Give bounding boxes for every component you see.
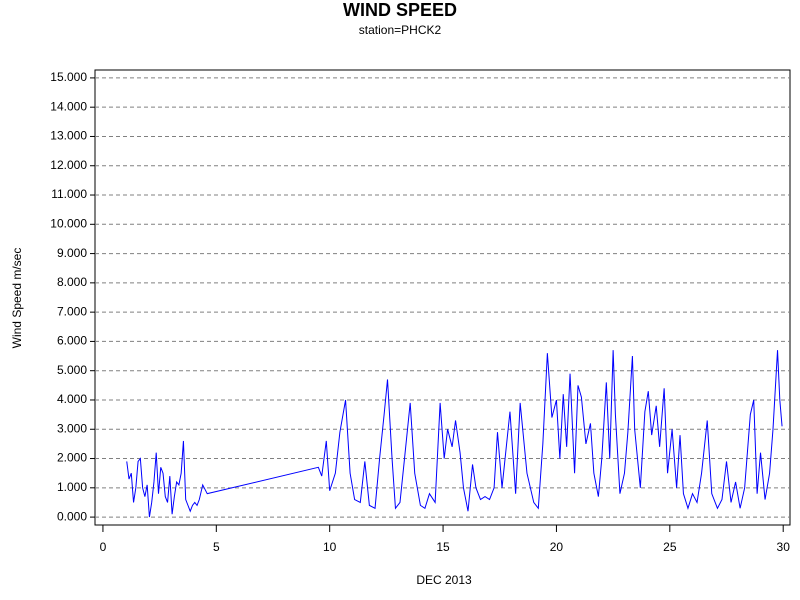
y-tick-label: 3.000 [57, 421, 87, 435]
y-tick-label: 10.000 [50, 216, 87, 230]
y-tick-label: 12.000 [50, 158, 87, 172]
y-tick-label: 8.000 [57, 275, 87, 289]
data-line [126, 350, 783, 518]
plot-frame [94, 69, 791, 526]
y-tick-label: 14.000 [50, 99, 87, 113]
x-tick-label: 0 [100, 540, 107, 554]
y-tick-label: 11.000 [51, 187, 87, 201]
y-axis-label: Wind Speed m/sec [10, 248, 24, 349]
y-tick-label: 2.000 [57, 451, 87, 465]
y-tick-label: 15.000 [50, 70, 87, 84]
x-tick-label: 20 [550, 540, 564, 554]
y-tick-label: 1.000 [57, 480, 87, 494]
y-tick-label: 6.000 [57, 334, 87, 348]
x-axis-label: DEC 2013 [416, 573, 472, 587]
y-tick-label: 7.000 [57, 304, 87, 318]
x-tick-label: 5 [213, 540, 220, 554]
chart-subtitle: station=PHCK2 [359, 23, 442, 37]
x-tick-label: 10 [323, 540, 337, 554]
y-tick-label: 5.000 [57, 363, 87, 377]
y-tick-label: 4.000 [57, 392, 87, 406]
y-tick-label: 13.000 [50, 129, 87, 143]
x-tick-label: 30 [777, 540, 791, 554]
y-tick-label: 9.000 [57, 246, 87, 260]
x-tick-label: 15 [436, 540, 450, 554]
y-tick-label: 0.000 [57, 509, 87, 523]
x-tick-label: 25 [663, 540, 677, 554]
chart-title: WIND SPEED [343, 0, 457, 20]
